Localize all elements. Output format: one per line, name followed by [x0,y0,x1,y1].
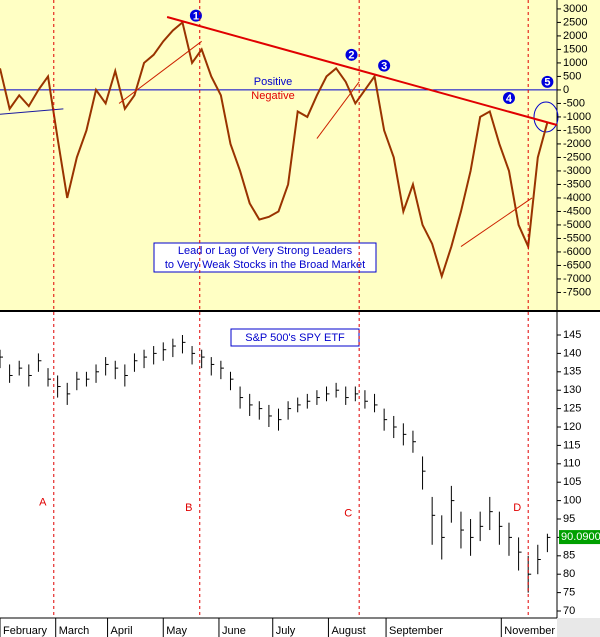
y-tick-label: 100 [563,495,581,507]
y-tick-label: 145 [563,329,581,341]
y-tick-label: 135 [563,366,581,378]
y-tick-label: 105 [563,476,581,488]
event-label: D [513,502,521,514]
y-tick-label: 125 [563,403,581,415]
y-tick-label: -3000 [563,165,591,177]
y-tick-label: -6000 [563,246,591,258]
y-tick-label: 85 [563,550,575,562]
annotation: Lead or Lag of Very Strong Leaders [178,245,353,257]
event-label: B [185,502,192,514]
zero-label: Negative [251,90,294,102]
zero-label: Positive [254,76,293,88]
y-tick-label: -2500 [563,151,591,163]
y-tick-label: 70 [563,605,575,617]
marker [189,9,202,22]
y-tick-label: 3000 [563,3,587,15]
y-tick-label: 110 [563,458,581,470]
y-tick-label: -1500 [563,124,591,136]
series-line [0,20,549,280]
marker-label: 3 [381,61,387,73]
y-tick-label: 80 [563,568,575,580]
x-tick-label: March [59,625,90,637]
last-value-label: 90.0900 [561,531,600,543]
event-label: C [344,507,352,519]
y-tick-label: -4000 [563,192,591,204]
y-tick-label: 2000 [563,30,587,42]
marker-label: 5 [544,77,550,89]
marker-label: 4 [506,93,513,105]
marker [541,75,554,88]
y-tick-label: -7000 [563,273,591,285]
y-tick-label: -3500 [563,178,591,190]
x-tick-label: August [331,625,365,637]
trend-line [118,40,202,104]
last-value-box [559,530,600,545]
x-tick-label: May [166,625,187,637]
y-tick-label: -1000 [563,111,591,123]
y-tick-label: 1000 [563,57,587,69]
y-tick-label: 500 [563,70,581,82]
marker-label: 1 [193,11,199,23]
chart-title: S&P 500's SPY ETF [245,332,345,344]
y-tick-label: 115 [563,439,581,451]
event-label: A [39,496,47,508]
trend-line [316,81,360,139]
y-tick-label: 75 [563,587,575,599]
marker [502,92,515,105]
y-tick-label: -7500 [563,286,591,298]
marker [345,48,358,61]
x-tick-label: June [222,625,246,637]
y-tick-label: 1500 [563,43,587,55]
corner [557,618,600,637]
x-tick-label: July [276,625,296,637]
annotation-box [153,242,377,273]
x-tick-label: September [389,625,443,637]
trend-line [460,197,533,247]
y-tick-label: 2500 [563,16,587,28]
y-tick-label: 120 [563,421,581,433]
y-tick-label: 0 [563,84,569,96]
y-tick-label: -5000 [563,219,591,231]
y-tick-label: -4500 [563,205,591,217]
annotation: to Very Weak Stocks in the Broad Market [165,259,365,271]
y-tick-label: 140 [563,347,581,359]
x-tick-label: November [504,625,555,637]
marker-label: 2 [348,50,354,62]
x-tick-label: April [111,625,133,637]
trend-line [166,16,558,126]
bottom-panel [0,312,600,618]
trend-line [0,108,64,115]
marker [378,59,391,72]
y-tick-label: 130 [563,384,581,396]
y-tick-label: -5500 [563,232,591,244]
y-tick-label: -6500 [563,259,591,271]
y-tick-label: -500 [563,97,585,109]
y-tick-label: 95 [563,513,575,525]
x-tick-label: February [3,625,48,637]
y-tick-label: -2000 [563,138,591,150]
